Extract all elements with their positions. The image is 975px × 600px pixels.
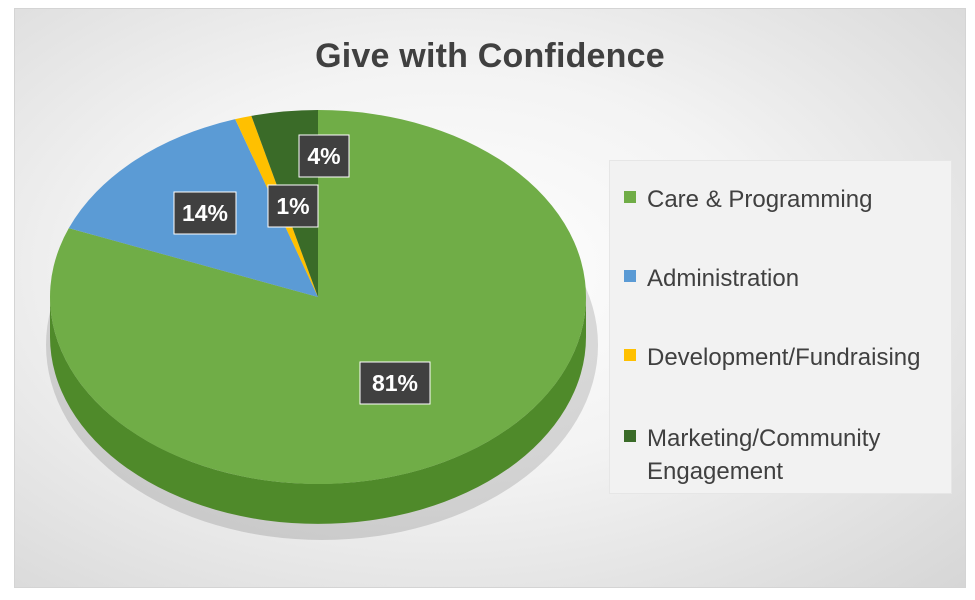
- data-label-box: [359, 361, 431, 405]
- legend-item-development-fundraising: Development/Fundraising: [624, 341, 947, 374]
- data-label-box: [298, 134, 350, 178]
- pie-side-wall: [50, 297, 586, 524]
- chart-title: Give with Confidence: [315, 37, 665, 75]
- legend-item-marketing-community-engagement: Marketing/Community Engagement: [624, 422, 947, 488]
- data-label: 81%: [372, 370, 418, 396]
- legend-item-care-programming: Care & Programming: [624, 183, 947, 216]
- data-label-box: [173, 191, 237, 235]
- data-label: 4%: [307, 143, 340, 169]
- legend: Care & Programming Administration Develo…: [609, 160, 952, 494]
- pie-slice: [49, 110, 586, 484]
- legend-label: Development/Fundraising: [647, 344, 921, 371]
- data-label: 14%: [182, 200, 228, 226]
- data-label-box: [267, 184, 319, 228]
- legend-swatch: [624, 349, 636, 361]
- data-label: 1%: [276, 193, 309, 219]
- legend-swatch: [624, 191, 636, 203]
- legend-label: Care & Programming: [647, 186, 873, 213]
- legend-item-administration: Administration: [624, 262, 947, 295]
- legend-label: Marketing/Community Engagement: [647, 425, 881, 485]
- legend-label: Administration: [647, 265, 800, 292]
- legend-swatch: [624, 270, 636, 282]
- legend-swatch: [624, 430, 636, 442]
